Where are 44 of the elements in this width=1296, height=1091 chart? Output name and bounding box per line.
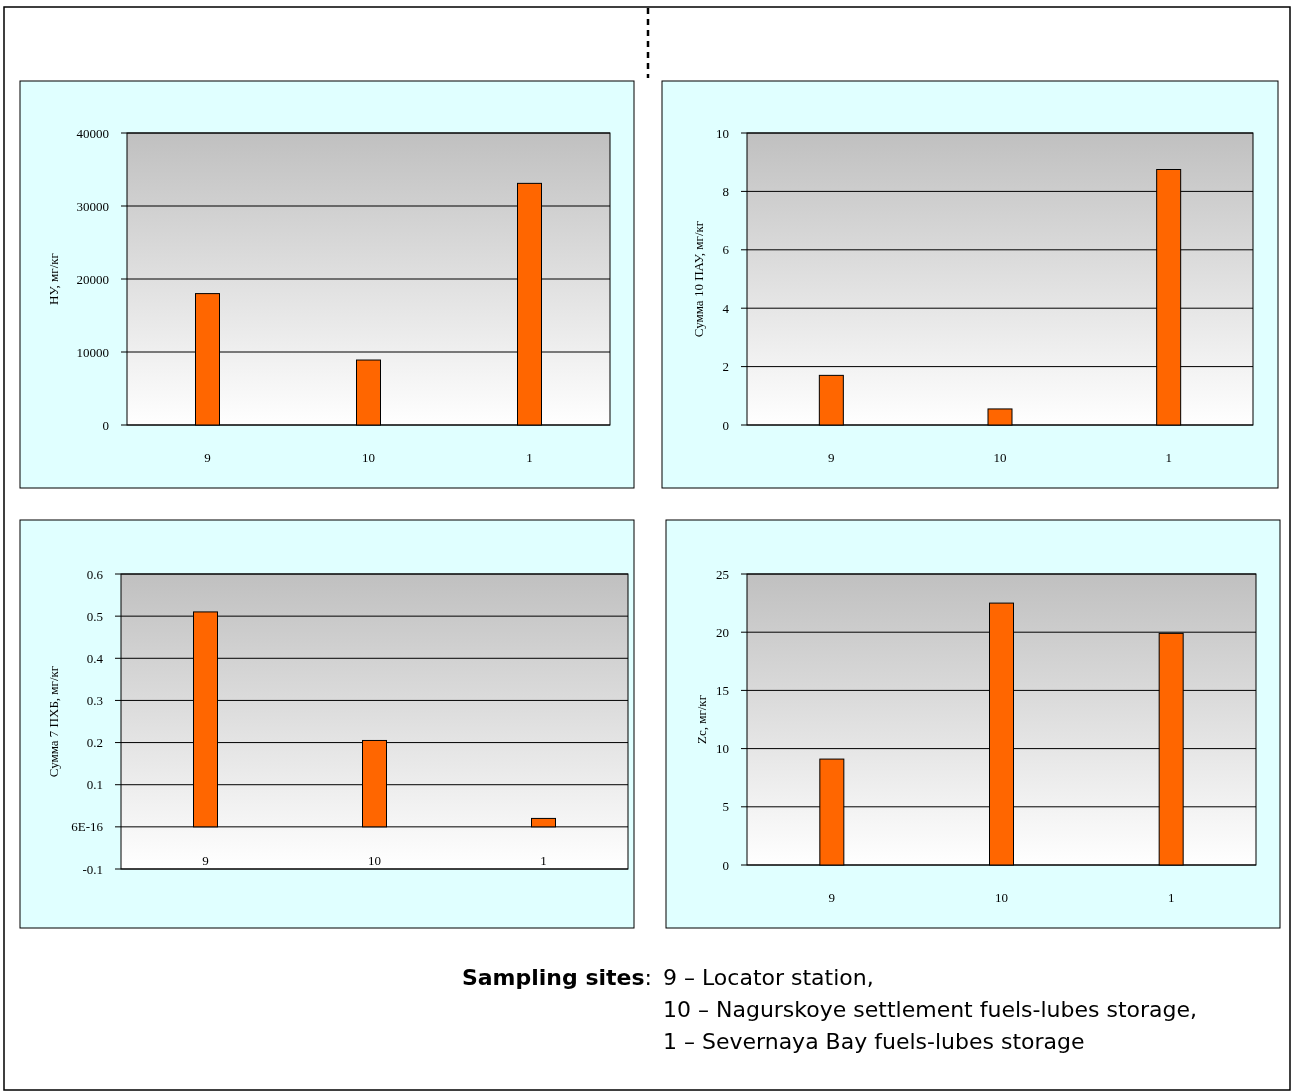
x-tick-label: 1: [526, 449, 533, 465]
x-tick-label: 10: [362, 449, 375, 465]
y-tick-label: -0.1: [82, 861, 103, 877]
x-tick-label: 9: [828, 889, 836, 905]
x-tick-label: 1: [1165, 449, 1172, 465]
y-tick-label: 2: [722, 359, 729, 375]
y-tick-label: 0: [102, 417, 109, 433]
y-tick-label: 8: [722, 183, 729, 199]
y-tick-label: 6E-16: [71, 819, 104, 835]
x-tick-label: 1: [1167, 889, 1175, 905]
y-tick-label: 5: [722, 799, 729, 815]
y-tick-label: 40000: [76, 125, 109, 141]
y-tick-label: 0.1: [86, 777, 103, 793]
y-tick-label: 0.5: [86, 608, 103, 624]
y-tick-label: 20: [716, 624, 729, 640]
y-axis-title: НУ, мг/кг: [46, 253, 61, 305]
y-tick-label: 10: [716, 125, 729, 141]
x-tick-label: 10: [995, 889, 1008, 905]
y-tick-label: 15: [716, 682, 729, 698]
y-axis-title: Zc, мг/кг: [694, 694, 709, 745]
y-tick-label: 0.6: [86, 566, 104, 582]
x-tick-label: 9: [202, 853, 209, 869]
y-tick-label: 0.4: [86, 650, 104, 666]
y-tick-label: 10: [716, 741, 729, 757]
text: 1 – Severnaya Bay fuels-lubes storage: [663, 1029, 1085, 1054]
x-tick-label: 10: [368, 853, 381, 869]
y-axis-title: Сумма 7 ПХБ, мг/кг: [46, 665, 61, 778]
y-tick-label: 20000: [76, 271, 109, 287]
x-tick-label: 9: [828, 449, 835, 465]
y-tick-label: 25: [716, 566, 729, 582]
y-tick-label: 4: [722, 300, 730, 316]
y-tick-label: 6: [722, 242, 730, 258]
y-tick-label: 0.3: [86, 692, 103, 708]
y-tick-label: 0.2: [86, 735, 103, 751]
y-tick-label: 10000: [76, 344, 109, 360]
x-tick-label: 1: [540, 853, 547, 869]
text: Sampling sites: 9 – Locator station,: [461, 965, 874, 990]
y-tick-label: 0: [722, 857, 729, 873]
x-tick-label: 10: [993, 449, 1007, 465]
y-axis-title: Сумма 10 ПАУ, мг/кг: [691, 220, 706, 338]
x-tick-label: 9: [204, 449, 211, 465]
y-tick-label: 30000: [76, 198, 109, 214]
y-tick-label: 0: [722, 417, 729, 433]
text: 10 – Nagurskoye settlement fuels-lubes storage,: [663, 997, 1198, 1022]
